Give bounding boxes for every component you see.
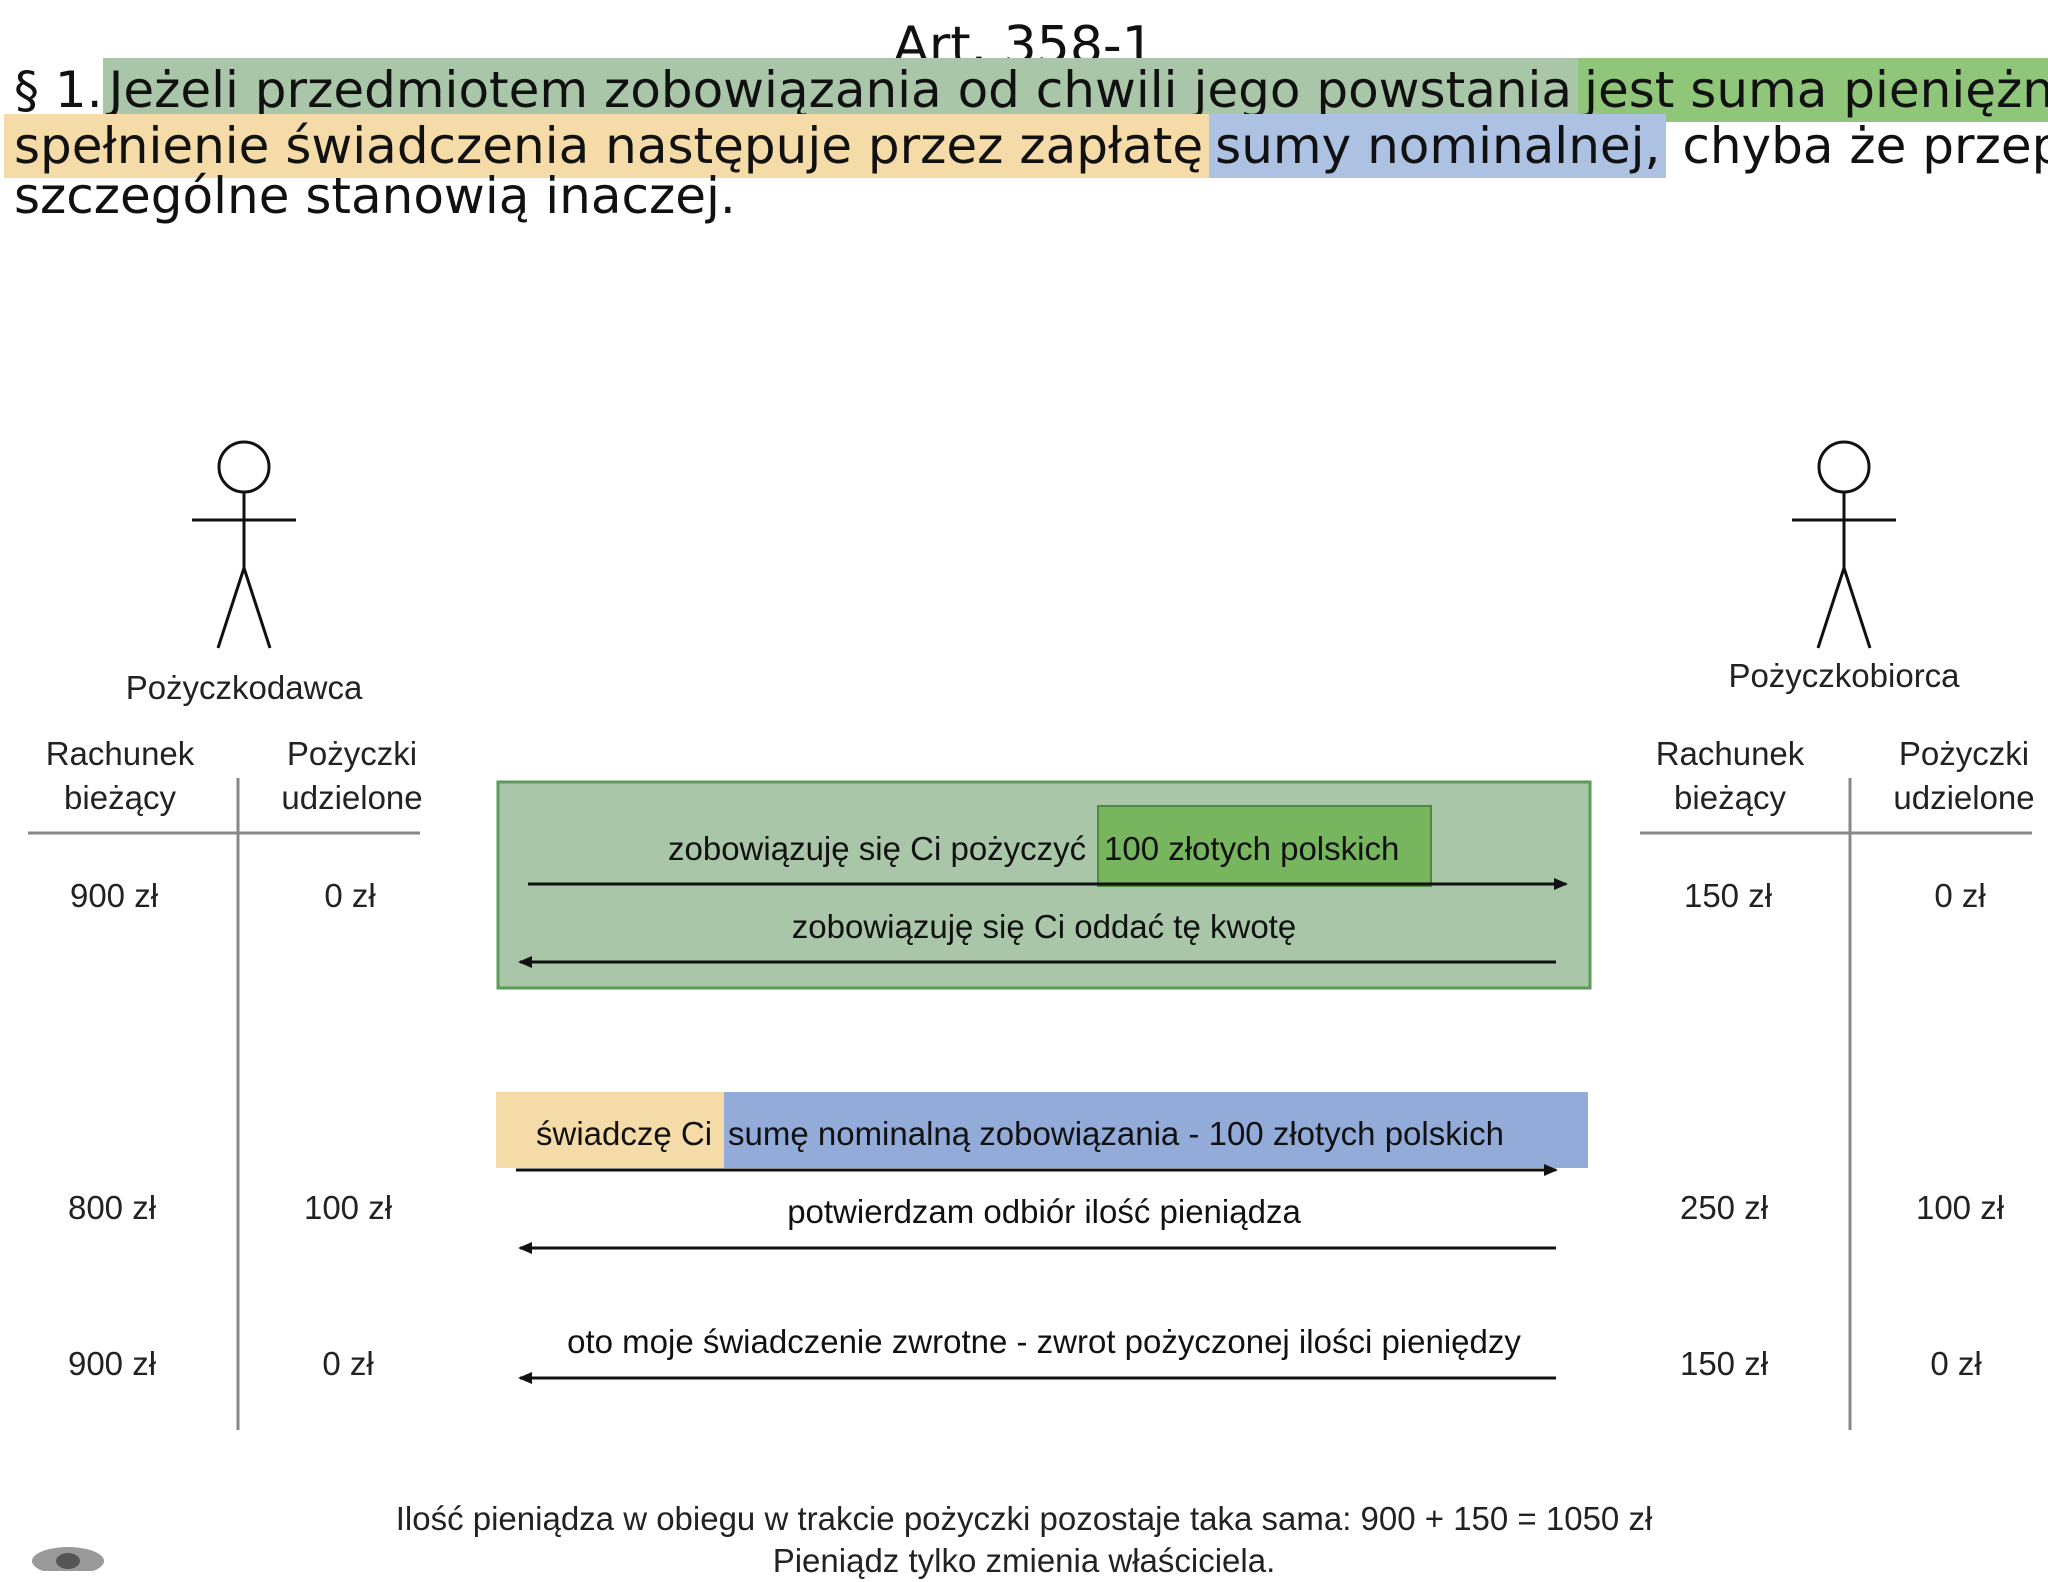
highlight-nominal: sumy nominalnej, (1209, 114, 1667, 178)
amount-highlight-box (1097, 805, 1432, 887)
message-repayment: oto moje świadczenie zwrotne - zwrot poż… (567, 1323, 1521, 1360)
article-line-3: szczególne stanowią inaczej. (14, 167, 736, 225)
eye-logo (32, 1547, 104, 1571)
message-loan-amount: 100 złotych polskich (1104, 830, 1400, 867)
borrower-col-loans-header: Pożyczki udzielone (1893, 735, 2035, 816)
borrower-ledger-lines (1640, 778, 2032, 1430)
lender-figure (192, 440, 296, 649)
highlight-performance: spełnienie świadczenia następuje przez z… (4, 114, 1210, 178)
message-repay-promise: zobowiązuję się Ci oddać tę kwotę (791, 908, 1297, 945)
message-performance: świadczę Ci (536, 1115, 713, 1152)
highlight-subject: Jeżeli przedmiotem zobowiązania od chwil… (102, 58, 1579, 122)
lender-label: Pożyczkodawca (125, 669, 363, 706)
message-loan-promise: zobowiązuję się Ci pożyczyć (668, 830, 1087, 867)
borrower-account-value: 250 zł (1679, 1189, 1769, 1226)
borrower-col-account-header: Rachunek bieżący (1655, 735, 1805, 816)
article-line-2: spełnienie świadczenia następuje przez z… (4, 114, 2048, 178)
article-line-1: § 1. Jeżeli przedmiotem zobowiązania od c… (14, 58, 2048, 122)
message-nominal-sum: sumę nominalną zobowiązania - 100 złotyc… (728, 1115, 1504, 1152)
lender-account-value: 800 zł (67, 1189, 157, 1226)
lender-loans-value: 100 zł (303, 1189, 393, 1226)
lender-account-value: 900 zł (67, 1345, 157, 1382)
lender-col-loans-header: Pożyczki udzielone (281, 735, 423, 816)
lender-loans-value: 0 zł (322, 1345, 374, 1382)
borrower-loans-value: 100 zł (1915, 1189, 2005, 1226)
message-receipt: potwierdzam odbiór ilość pieniądza (787, 1193, 1301, 1230)
footer-summary: Ilość pieniądza w obiegu w trakcie pożyc… (395, 1500, 1653, 1537)
performance-highlight (496, 1092, 724, 1168)
footer-conclusion: Pieniądz tylko zmienia właściciela. (772, 1542, 1276, 1579)
borrower-account-value: 150 zł (1683, 877, 1773, 914)
lender-loans-value: 0 zł (324, 877, 376, 914)
borrower-loans-value: 0 zł (1934, 877, 1986, 914)
highlight-sum: jest suma pieniężna, (1578, 58, 2048, 122)
borrower-figure (1792, 440, 1896, 649)
lender-account-value: 900 zł (69, 877, 159, 914)
paragraph-marker: § 1. (14, 61, 103, 119)
lender-col-account-header: Rachunek bieżący (45, 735, 195, 816)
borrower-loans-value: 0 zł (1930, 1345, 1982, 1382)
borrower-label: Pożyczkobiorca (1728, 657, 1960, 694)
lender-ledger-lines (28, 778, 420, 1430)
article-text-exception: chyba że przepisy (1682, 117, 2048, 175)
nominal-sum-highlight (724, 1092, 1588, 1168)
borrower-account-value: 150 zł (1679, 1345, 1769, 1382)
